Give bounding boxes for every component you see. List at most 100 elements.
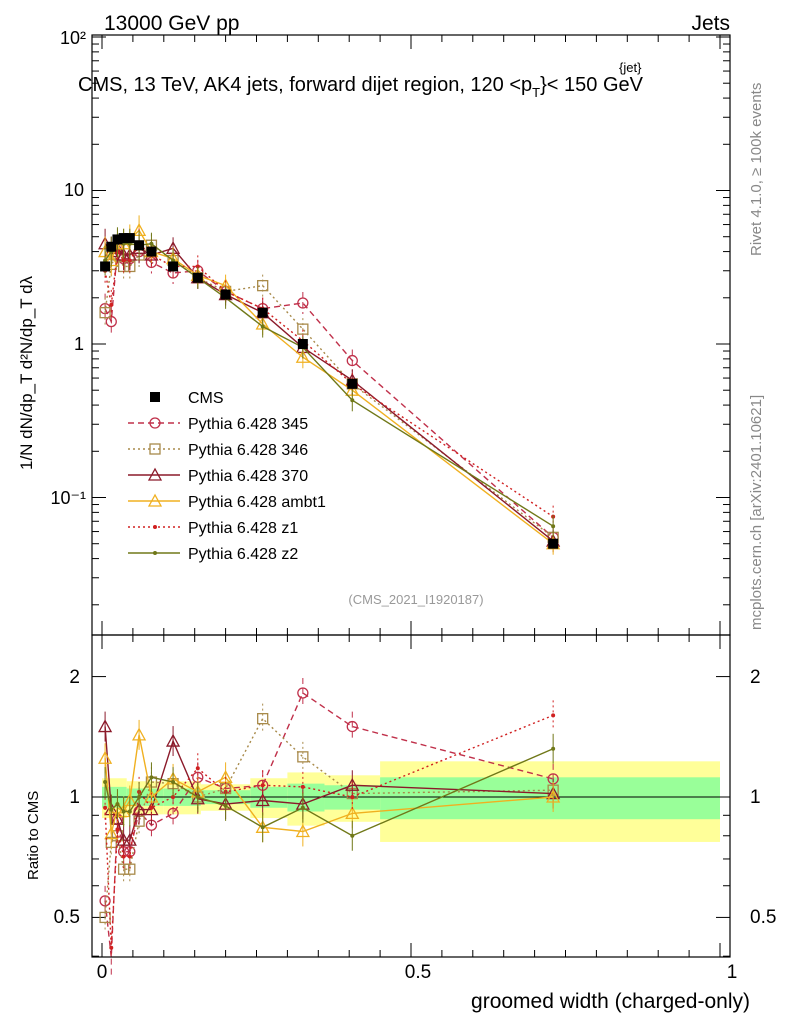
data-point xyxy=(195,264,200,269)
series-line xyxy=(104,243,554,542)
ratio-tick-2-right: 2 xyxy=(750,667,761,688)
plot-title: CMS, 13 TeV, AK4 jets, forward dijet reg… xyxy=(78,74,644,100)
legend-label: CMS xyxy=(188,390,224,407)
ratio-tick-05-left: 0.5 xyxy=(54,907,80,928)
cms-data-point xyxy=(297,339,308,349)
cms-data-point xyxy=(347,378,358,389)
ratio-point xyxy=(127,854,132,859)
ratio-line xyxy=(104,691,554,958)
ratio-series-group xyxy=(97,678,561,975)
ratio-point xyxy=(260,783,265,788)
cms-data-point xyxy=(118,233,129,244)
ratio-tick-05-right: 0.5 xyxy=(750,907,776,928)
ratio-point xyxy=(149,805,154,810)
cms-data-point xyxy=(548,538,559,549)
data-point xyxy=(350,398,355,403)
x-tick-0: 0 xyxy=(97,962,108,983)
x-axis-label: groomed width (charged-only) xyxy=(471,990,750,1013)
cms-data-point xyxy=(220,289,231,300)
data-point xyxy=(121,258,126,263)
plot-title-sup: {jet} xyxy=(619,60,642,75)
main-tick-10: 10 xyxy=(64,180,84,200)
ratio-tick-2-left: 2 xyxy=(69,667,80,688)
ratio-point xyxy=(223,803,228,808)
plot-title-end: }< 150 GeV xyxy=(540,74,644,96)
ratio-point xyxy=(295,824,310,838)
watermark: (CMS_2021_I1920187) xyxy=(348,592,483,607)
main-y-label-text: 1/N dN/dp_T d²N/dp_T dλ xyxy=(17,275,36,470)
plot-title-main: CMS, 13 TeV, AK4 jets, forward dijet reg… xyxy=(78,74,532,96)
ratio-point xyxy=(144,789,159,803)
cms-data-point xyxy=(192,272,203,283)
cms-data-point xyxy=(168,261,179,272)
ratio-point xyxy=(165,733,181,747)
ratio-point xyxy=(115,827,120,832)
main-y-label: 1/N dN/dp_T d²N/dp_T dλ xyxy=(17,275,36,470)
ratio-plot-area xyxy=(91,634,731,958)
ratio-point xyxy=(345,806,360,820)
legend-marker xyxy=(153,551,157,555)
cms-data-point xyxy=(257,307,268,318)
data-point xyxy=(260,324,265,329)
header-left: 13000 GeV pp xyxy=(104,12,239,35)
data-point xyxy=(295,349,310,363)
ratio-point xyxy=(546,789,561,803)
ratio-point xyxy=(171,780,176,785)
ratio-point xyxy=(551,713,556,718)
data-point xyxy=(149,241,154,246)
ratio-point xyxy=(99,911,111,924)
ratio-point xyxy=(195,795,200,799)
ratio-point xyxy=(195,766,200,771)
ratio-point xyxy=(103,780,108,785)
ratio-point xyxy=(257,712,269,725)
data-point xyxy=(109,302,114,307)
ratio-point xyxy=(149,775,154,780)
legend-marker xyxy=(149,443,161,455)
data-point xyxy=(297,323,309,335)
legend-marker xyxy=(149,417,161,429)
main-plot-area xyxy=(91,34,731,636)
ratio-point xyxy=(551,746,556,751)
data-point xyxy=(257,279,269,292)
cms-data-point xyxy=(100,261,111,272)
main-frame-border xyxy=(91,34,731,636)
ratio-point xyxy=(345,777,360,791)
legend-label: Pythia 6.428 z2 xyxy=(188,546,298,563)
ratio-point xyxy=(97,750,113,764)
ratio-point xyxy=(99,895,111,907)
ratio-point xyxy=(297,687,309,699)
main-tick-top: 10² xyxy=(60,28,86,48)
plot-title-sub: T xyxy=(532,85,540,100)
ratio-point xyxy=(117,863,130,875)
side-label-bottom: mcplots.cern.ch [arXiv:2401.10621] xyxy=(748,395,765,630)
ratio-point xyxy=(350,795,355,799)
cms-data-point xyxy=(124,233,135,244)
legend-label: Pythia 6.428 ambt1 xyxy=(188,494,326,511)
series-line xyxy=(104,242,554,518)
ratio-point xyxy=(346,720,358,733)
ratio-point xyxy=(121,854,126,859)
main-series-group xyxy=(97,215,561,555)
ratio-line xyxy=(104,734,554,834)
x-tick-05: 0.5 xyxy=(405,962,431,983)
cms-data-point xyxy=(146,246,157,257)
legend-label: Pythia 6.428 z1 xyxy=(188,520,298,537)
ratio-point xyxy=(137,795,142,799)
ratio-point xyxy=(300,805,305,810)
ratio-point xyxy=(300,784,305,789)
legend-label: Pythia 6.428 345 xyxy=(188,416,308,433)
main-tick-01: 10⁻¹ xyxy=(50,488,86,508)
ratio-point xyxy=(115,802,120,807)
data-point xyxy=(346,354,358,367)
series-line xyxy=(104,244,554,538)
series-line xyxy=(104,241,554,527)
ratio-point xyxy=(350,833,355,838)
main-tick-1: 1 xyxy=(74,334,84,354)
ratio-point xyxy=(297,751,309,763)
header-right: Jets xyxy=(691,12,730,35)
ratio-point xyxy=(255,793,270,807)
cms-data-point xyxy=(112,234,123,245)
ratio-point xyxy=(109,807,114,812)
data-point xyxy=(127,258,132,263)
cms-data-point xyxy=(134,240,145,251)
